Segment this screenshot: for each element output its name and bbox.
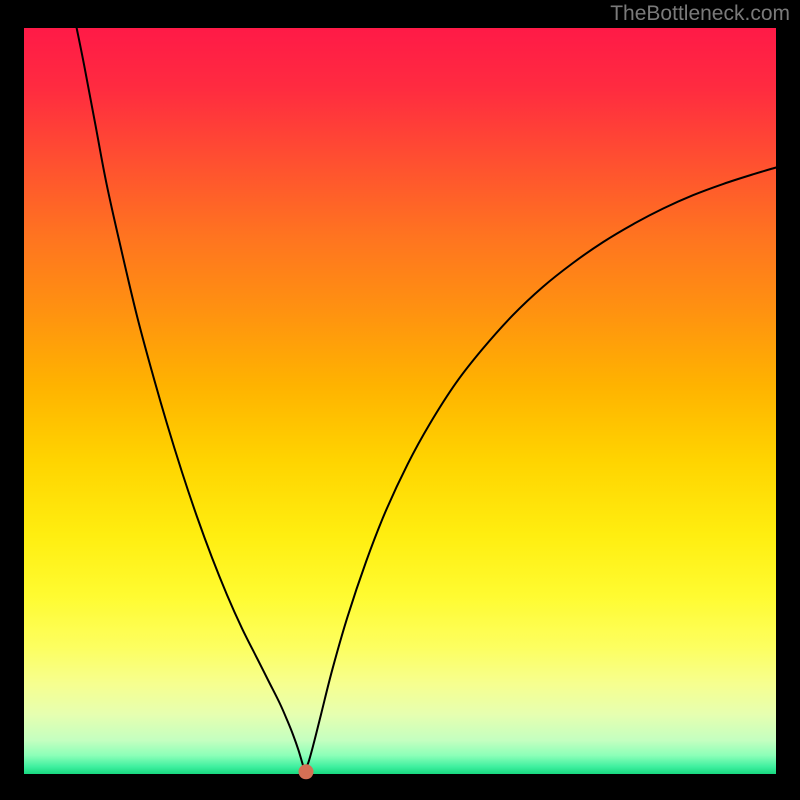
plot-background: [24, 28, 776, 774]
chart-container: TheBottleneck.com: [0, 0, 800, 800]
optimal-point-marker: [299, 764, 314, 779]
bottleneck-chart: [0, 0, 800, 800]
watermark-text: TheBottleneck.com: [610, 2, 790, 26]
